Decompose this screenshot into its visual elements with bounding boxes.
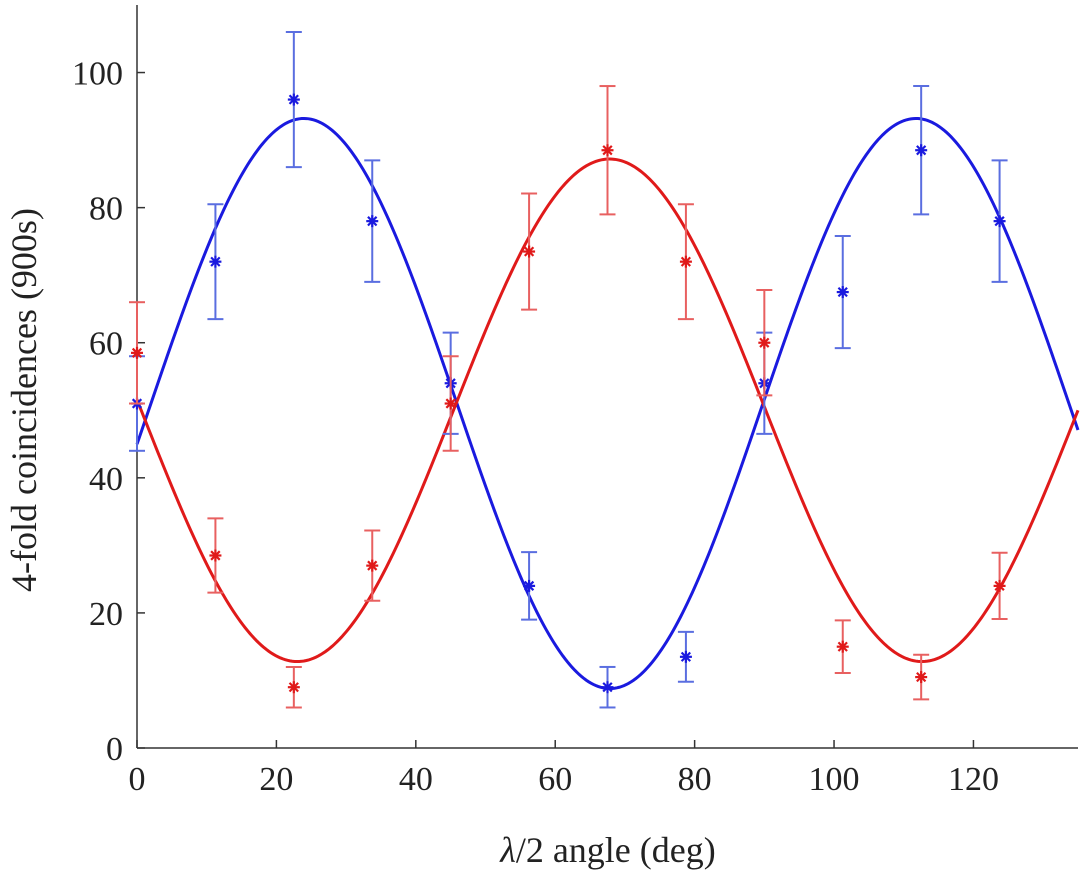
blue-data-point — [207, 203, 224, 321]
y-tick-label: 40 — [89, 461, 123, 498]
y-tick-label: 0 — [106, 731, 123, 768]
red-data-point — [364, 529, 381, 602]
x-tick-label: 20 — [259, 761, 293, 798]
red-data-point — [913, 653, 930, 701]
x-tick-label: 40 — [399, 761, 433, 798]
red-data-point — [207, 517, 224, 594]
asterisk-marker — [209, 255, 222, 268]
blue-data-point — [913, 85, 930, 216]
asterisk-marker — [523, 245, 536, 258]
asterisk-marker — [287, 681, 300, 694]
asterisk-marker — [915, 144, 928, 157]
asterisk-marker — [287, 93, 300, 106]
red-data-point — [756, 289, 773, 397]
red-data-point — [677, 203, 694, 321]
y-tick-label: 60 — [89, 326, 123, 363]
red-data-point — [599, 85, 616, 216]
blue-data-point — [991, 159, 1008, 283]
asterisk-marker — [209, 549, 222, 562]
y-tick-label: 20 — [89, 596, 123, 633]
blue-data-point — [285, 31, 302, 169]
asterisk-marker — [523, 579, 536, 592]
asterisk-marker — [366, 215, 379, 228]
asterisk-marker — [758, 336, 771, 349]
data-points — [129, 31, 1008, 709]
asterisk-marker — [444, 397, 457, 410]
blue-data-point — [834, 235, 851, 350]
x-tick-label: 80 — [678, 761, 712, 798]
asterisk-marker — [993, 215, 1006, 228]
asterisk-marker — [836, 286, 849, 299]
x-axis-label: λ/2 angle (deg) — [499, 830, 716, 870]
red-data-point — [991, 551, 1008, 620]
y-tick-label: 100 — [72, 56, 123, 93]
x-tick-label: 120 — [948, 761, 999, 798]
asterisk-marker — [836, 640, 849, 653]
blue-data-point — [677, 630, 694, 683]
x-tick-label: 100 — [809, 761, 860, 798]
asterisk-marker — [679, 255, 692, 268]
x-axis-label-lambda: λ — [499, 830, 516, 870]
asterisk-marker — [131, 346, 143, 359]
blue-data-point — [521, 551, 538, 621]
x-tick-label: 60 — [538, 761, 572, 798]
red-data-point — [129, 301, 145, 405]
asterisk-marker — [366, 559, 379, 572]
blue-data-point — [364, 159, 381, 283]
blue-data-point — [599, 665, 616, 709]
y-tick-label: 80 — [89, 191, 123, 228]
y-axis-label: 4-fold coincidences (900s) — [4, 208, 44, 592]
red-data-point — [285, 665, 302, 709]
asterisk-marker — [601, 144, 614, 157]
x-axis-label-text: /2 angle (deg) — [516, 830, 716, 870]
red-fit-curve — [135, 157, 1080, 664]
asterisk-marker — [993, 579, 1006, 592]
asterisk-marker — [601, 681, 614, 694]
asterisk-marker — [679, 650, 692, 663]
red-data-point — [442, 355, 459, 452]
x-tick-label: 0 — [129, 761, 146, 798]
red-data-point — [521, 192, 538, 311]
ticks: 0 20 40 60 80 100 120 0 20 40 60 80 100 — [72, 56, 999, 798]
asterisk-marker — [915, 671, 928, 684]
red-data-point — [834, 619, 851, 675]
